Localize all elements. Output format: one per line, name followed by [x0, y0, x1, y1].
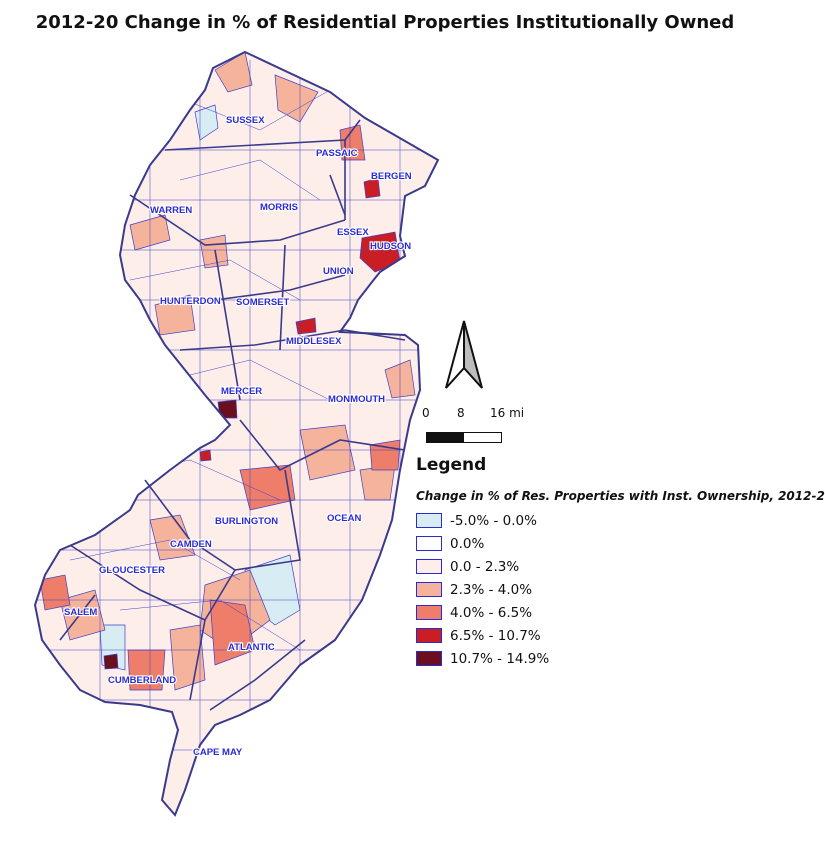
municipality-65-107[interactable]	[199, 449, 212, 462]
county-label-hunterdon: HUNTERDON	[160, 296, 221, 307]
county-label-hudson: HUDSON	[370, 241, 411, 252]
legend-label: 0.0 - 2.3%	[450, 558, 520, 575]
legend-swatch	[416, 651, 442, 666]
legend-swatch	[416, 536, 442, 551]
legend-label: 10.7% - 14.9%	[450, 650, 550, 667]
legend-swatch	[416, 582, 442, 597]
legend-items: -5.0% - 0.0% 0.0% 0.0 - 2.3% 2.3% - 4.0% 4.0…	[416, 509, 816, 670]
legend-item: 4.0% - 6.5%	[416, 601, 816, 624]
county-label-bergen: BERGEN	[371, 171, 412, 182]
legend-swatch	[416, 559, 442, 574]
county-label-warren: WARREN	[150, 205, 192, 216]
county-boundaries	[59, 119, 406, 711]
legend-item: 0.0%	[416, 532, 816, 555]
county-label-passaic: PASSAIC	[316, 148, 358, 159]
county-label-middlesex: MIDDLESEX	[286, 336, 342, 347]
scale-tick-0: 0	[422, 406, 430, 420]
municipality-23-40[interactable]	[169, 624, 206, 691]
north-arrow-icon	[445, 320, 483, 389]
legend-swatch	[416, 628, 442, 643]
legend-item: 2.3% - 4.0%	[416, 578, 816, 601]
legend-item: -5.0% - 0.0%	[416, 509, 816, 532]
state-outline-fill	[35, 52, 438, 815]
scale-bar-rect	[426, 432, 502, 443]
county-label-sussex: SUSSEX	[226, 115, 265, 126]
legend-label: 4.0% - 6.5%	[450, 604, 533, 621]
legend-label: -5.0% - 0.0%	[450, 512, 537, 529]
county-label-essex: ESSEX	[337, 227, 369, 238]
legend-item: 6.5% - 10.7%	[416, 624, 816, 647]
county-label-cumberland: CUMBERLAND	[108, 675, 176, 686]
state-outline	[33, 50, 440, 817]
county-label-gloucester: GLOUCESTER	[99, 565, 165, 576]
legend-label: 2.3% - 4.0%	[450, 581, 533, 598]
county-label-cape-may: CAPE MAY	[193, 747, 243, 758]
map-title: 2012-20 Change in % of Residential Prope…	[35, 12, 735, 33]
legend-label: 6.5% - 10.7%	[450, 627, 541, 644]
legend-swatch	[416, 605, 442, 620]
municipality-23-40[interactable]	[59, 589, 106, 641]
legend-item: 10.7% - 14.9%	[416, 647, 816, 670]
municipality-40-65[interactable]	[39, 574, 71, 611]
legend-label: 0.0%	[450, 535, 485, 552]
municipality-65-107[interactable]	[295, 317, 317, 335]
legend-title: Legend	[416, 455, 487, 475]
municipality-23-40[interactable]	[149, 514, 196, 561]
legend-subtitle: Change in % of Res. Properties with Inst…	[416, 489, 825, 503]
county-label-union: UNION	[323, 266, 354, 277]
municipality-negative[interactable]	[194, 104, 219, 141]
scale-tick-8: 8	[457, 406, 465, 420]
scale-tick-16: 16 mi	[490, 406, 525, 420]
county-label-somerset: SOMERSET	[236, 297, 290, 308]
county-label-salem: SALEM	[64, 607, 97, 618]
legend-swatch	[416, 513, 442, 528]
municipal-boundaries	[35, 60, 430, 815]
county-label-camden: CAMDEN	[170, 539, 212, 550]
county-label-ocean: OCEAN	[327, 513, 361, 524]
county-label-mercer: MERCER	[221, 386, 262, 397]
county-label-monmouth: MONMOUTH	[328, 394, 385, 405]
municipality-107-149[interactable]	[103, 653, 119, 670]
legend: Legend Change in % of Res. Properties wi…	[416, 455, 825, 670]
legend-item: 0.0 - 2.3%	[416, 555, 816, 578]
county-label-atlantic: ATLANTIC	[228, 642, 275, 653]
county-label-burlington: BURLINGTON	[215, 516, 278, 527]
municipality-65-107[interactable]	[363, 177, 381, 199]
municipality-23-40[interactable]	[154, 294, 196, 336]
municipality-23-40[interactable]	[299, 424, 356, 481]
county-label-morris: MORRIS	[260, 202, 298, 213]
